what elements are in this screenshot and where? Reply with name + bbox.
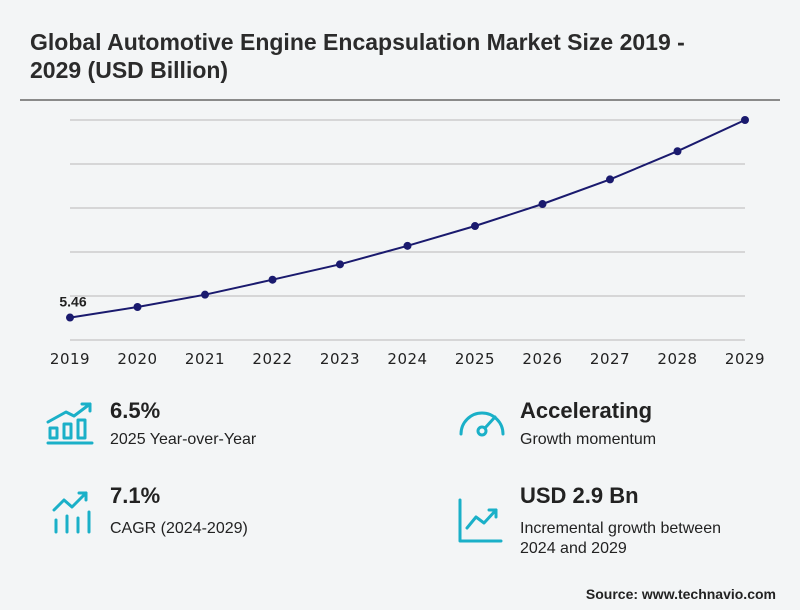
data-point — [66, 313, 74, 322]
x-tick-label: 2028 — [657, 350, 697, 368]
stat-value: USD 2.9 Bn — [520, 483, 639, 508]
data-labels: 5.46 — [59, 294, 86, 310]
data-point — [336, 260, 344, 269]
gridlines — [70, 119, 745, 341]
stat-incremental: USD 2.9 Bn Incremental growth between 20… — [520, 483, 760, 559]
x-tick-label: 2025 — [455, 350, 495, 368]
x-tick-label: 2021 — [185, 350, 225, 368]
stat-caption: CAGR (2024-2029) — [110, 520, 248, 537]
stat-value: 7.1% — [110, 483, 161, 508]
stat-yoy: 6.5% 2025 Year-over-Year — [110, 398, 256, 450]
bar-chart-icon — [46, 402, 94, 445]
x-tick-label: 2029 — [725, 350, 765, 368]
source-note: Source: www.technavio.com — [585, 586, 776, 602]
x-tick-label: 2022 — [252, 350, 292, 368]
x-tick-label: 2019 — [50, 350, 90, 368]
line-trend-icon — [458, 498, 503, 543]
x-tick-label: 2027 — [590, 350, 630, 368]
data-point — [673, 147, 682, 156]
x-tick-label: 2023 — [320, 350, 360, 368]
x-tick-label: 2026 — [522, 350, 562, 368]
series-points — [66, 116, 749, 322]
stat-caption: Incremental growth between 2024 and 2029 — [520, 520, 721, 557]
data-point — [741, 116, 749, 124]
chart-title: Global Automotive Engine Encapsulation M… — [30, 29, 685, 83]
line-chart: 2019 2020 2021 2022 2023 2024 2025 2026 2027 2028… — [50, 116, 765, 368]
data-point — [606, 175, 614, 184]
stat-momentum: Accelerating Growth momentum — [520, 398, 656, 450]
gauge-icon — [459, 411, 505, 437]
title-divider — [20, 99, 780, 101]
series-line — [69, 119, 746, 319]
trend-bars-icon — [52, 491, 91, 534]
data-label: 5.46 — [59, 294, 86, 310]
data-point — [133, 303, 142, 311]
stat-value: Accelerating — [520, 398, 653, 423]
data-point — [268, 275, 277, 284]
x-axis-ticks: 2019 2020 2021 2022 2023 2024 2025 2026 2027 2028… — [50, 350, 765, 368]
stat-value: 6.5% — [110, 398, 161, 423]
data-point — [471, 222, 479, 231]
data-point — [201, 290, 209, 299]
x-tick-label: 2020 — [117, 350, 157, 368]
x-tick-label: 2024 — [387, 350, 427, 368]
stat-caption: Growth momentum — [520, 431, 657, 448]
data-point — [538, 200, 547, 209]
data-point — [403, 241, 412, 250]
stat-caption: 2025 Year-over-Year — [110, 431, 257, 448]
stat-cagr: 7.1% CAGR (2024-2029) — [110, 483, 248, 539]
